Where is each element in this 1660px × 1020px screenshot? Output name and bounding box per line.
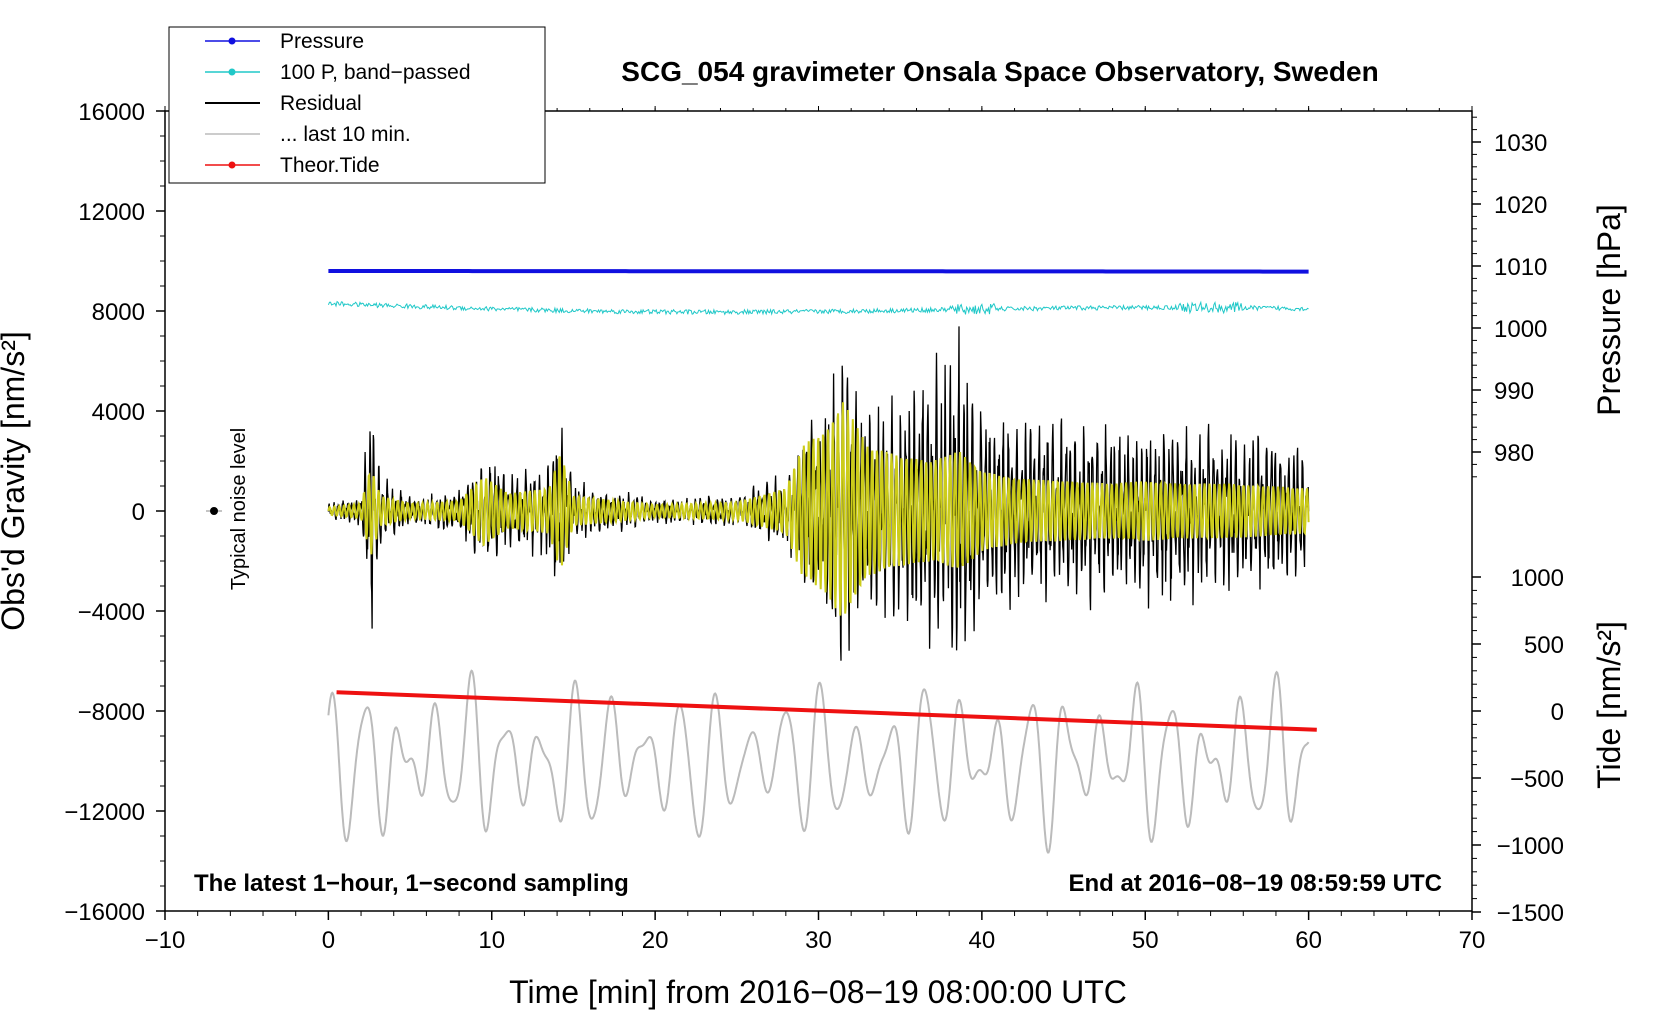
x-tick-label: 70 xyxy=(1459,927,1486,954)
legend: Pressure 100 P, band−passed Residual ... la… xyxy=(168,26,546,184)
tide-tick-label: −1500 xyxy=(1497,900,1564,927)
noise-level-point xyxy=(210,507,219,515)
series-pressure xyxy=(328,269,1309,274)
legend-label: 100 P, band−passed xyxy=(280,61,471,84)
y-tick-label: 4000 xyxy=(92,399,145,426)
x-tick-label: 10 xyxy=(478,927,505,954)
annotation-sampling: The latest 1−hour, 1−second sampling xyxy=(194,870,629,897)
annotation-end-time: End at 2016−08−19 08:59:59 UTC xyxy=(1068,870,1442,897)
legend-marker xyxy=(228,37,236,45)
series-last-10-min xyxy=(327,669,1310,854)
x-tick-label: 60 xyxy=(1295,927,1322,954)
y-tick-label: 12000 xyxy=(78,199,145,226)
legend-label: ... last 10 min. xyxy=(280,123,411,146)
legend-marker xyxy=(228,68,236,76)
x-tick-label: 40 xyxy=(969,927,996,954)
y-tick-label: −16000 xyxy=(64,899,145,926)
chart-title: SCG_054 gravimeter Onsala Space Observat… xyxy=(621,56,1378,87)
legend-label: Pressure xyxy=(280,30,364,53)
series-theor-tide xyxy=(336,690,1317,732)
y-axis-title-pressure: Pressure [hPa] xyxy=(1591,204,1627,416)
axes-layer: −10 0 10 20 30 40 50 60 701600012000800040000−40… xyxy=(64,99,1564,954)
y-axis-title-gravity: Obs'd Gravity [nm/s²] xyxy=(0,331,31,631)
y-tick-label: −12000 xyxy=(64,799,145,826)
pressure-tick-label: 980 xyxy=(1494,440,1534,467)
tide-tick-label: 500 xyxy=(1524,632,1564,659)
series-band-passed-residual xyxy=(327,402,1310,616)
legend-box xyxy=(168,26,546,184)
tide-tick-label: 0 xyxy=(1551,699,1564,726)
series-100p-band-passed xyxy=(327,300,1309,316)
x-tick-label: 20 xyxy=(642,927,669,954)
pressure-tick-label: 990 xyxy=(1494,378,1534,405)
y-axis-title-tide: Tide [nm/s²] xyxy=(1591,621,1627,789)
tide-tick-label: −1000 xyxy=(1497,833,1564,860)
y-tick-label: 16000 xyxy=(78,99,145,126)
y-tick-label: −8000 xyxy=(78,699,145,726)
y-tick-label: 8000 xyxy=(92,299,145,326)
noise-level-label: Typical noise level xyxy=(228,428,250,590)
legend-label: Residual xyxy=(280,92,362,115)
series-layer xyxy=(206,269,1317,854)
pressure-tick-label: 1020 xyxy=(1494,192,1547,219)
tide-tick-label: 1000 xyxy=(1511,565,1564,592)
legend-label: Theor.Tide xyxy=(280,154,380,177)
x-axis-title: Time [min] from 2016−08−19 08:00:00 UTC xyxy=(509,974,1127,1010)
pressure-tick-label: 1000 xyxy=(1494,316,1547,343)
y-tick-label: −4000 xyxy=(78,599,145,626)
x-tick-label: 50 xyxy=(1132,927,1159,954)
x-tick-label: 30 xyxy=(805,927,832,954)
pressure-tick-label: 1030 xyxy=(1494,130,1547,157)
y-tick-label: 0 xyxy=(132,499,145,526)
tide-tick-label: −500 xyxy=(1510,766,1564,793)
legend-marker xyxy=(228,161,236,169)
pressure-tick-label: 1010 xyxy=(1494,254,1547,281)
x-tick-label: −10 xyxy=(145,927,186,954)
x-tick-label: 0 xyxy=(322,927,335,954)
